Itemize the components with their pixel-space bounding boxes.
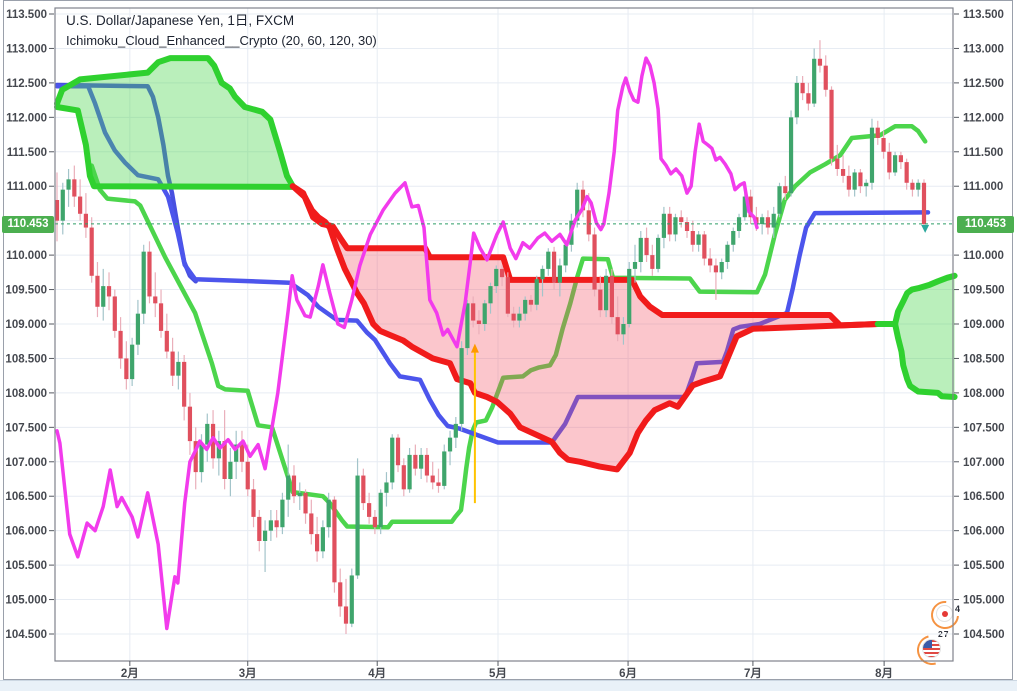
chikou-layer bbox=[55, 56, 759, 631]
y-tick-label-left: 105.000 bbox=[5, 595, 47, 607]
watermark-number: 4 bbox=[955, 604, 961, 614]
chikou-lagging-span bbox=[55, 56, 759, 631]
ichimoku-cloud-edges bbox=[54, 55, 958, 473]
bullish_cloud_past-fill bbox=[57, 58, 293, 187]
last-price-badge-left: 110.453 bbox=[2, 216, 54, 233]
bearish_cloud-fill bbox=[292, 186, 878, 470]
bottom-bar bbox=[0, 680, 1017, 691]
y-tick-label-right: 112.500 bbox=[963, 78, 1004, 90]
x-tick-label: 8月 bbox=[875, 667, 893, 680]
kijun-base-line bbox=[54, 84, 931, 445]
x-tick-label: 7月 bbox=[744, 667, 762, 680]
y-tick-label-left: 107.500 bbox=[5, 422, 47, 434]
y-tick-label-right: 108.000 bbox=[963, 388, 1005, 400]
y-tick-label-left: 104.500 bbox=[5, 629, 47, 641]
y-tick-label-left: 111.500 bbox=[7, 147, 47, 159]
x-tick-label: 3月 bbox=[239, 667, 257, 680]
y-tick-label-right: 104.500 bbox=[963, 629, 1005, 641]
y-tick-label-right: 105.500 bbox=[963, 560, 1005, 572]
y-tick-label-left: 106.000 bbox=[5, 526, 47, 538]
x-tick-label: 6月 bbox=[619, 667, 637, 680]
bullish_cloud_future-fill bbox=[877, 275, 955, 397]
x-tick-label: 4月 bbox=[368, 667, 386, 680]
y-tick-label-left: 113.500 bbox=[6, 9, 47, 21]
bearish_cloud-bottom-edge bbox=[289, 183, 881, 473]
candles[interactable] bbox=[54, 40, 927, 634]
buy-arrow-head bbox=[470, 343, 479, 353]
y-tick-label-right: 113.000 bbox=[963, 43, 1004, 55]
y-tick-label-right: 111.000 bbox=[963, 181, 1003, 193]
y-tick-label-right: 106.000 bbox=[963, 526, 1005, 538]
bullish_cloud_past-bottom-edge bbox=[54, 104, 296, 190]
symbol-title[interactable]: U.S. Dollar/Japanese Yen, 1日, FXCM bbox=[66, 13, 295, 28]
y-tick-label-right: 109.500 bbox=[963, 285, 1005, 297]
bullish_cloud_past-top-edge bbox=[54, 55, 296, 190]
plot-border bbox=[54, 7, 954, 662]
plot-frame bbox=[54, 7, 954, 662]
y-tick-label-left: 109.500 bbox=[5, 285, 47, 297]
bearish_cloud-top-edge bbox=[289, 183, 881, 329]
last-price-badge-right: 110.453 bbox=[957, 216, 1014, 233]
us-flag-icon bbox=[922, 639, 941, 658]
down-arrow-icon bbox=[921, 224, 930, 233]
y-tick-label-right: 105.000 bbox=[963, 595, 1005, 607]
y-tick-label-right: 113.500 bbox=[963, 9, 1004, 21]
x-tick-label: 2月 bbox=[121, 667, 139, 680]
ichimoku-cloud-fills bbox=[57, 58, 955, 470]
y-tick-label-left: 112.500 bbox=[6, 78, 47, 90]
bullish_cloud_future-bottom-edge bbox=[874, 321, 958, 400]
y-tick-label-left: 105.500 bbox=[5, 560, 47, 572]
y-tick-label-left: 108.500 bbox=[5, 353, 47, 365]
y-tick-label-right: 111.500 bbox=[963, 147, 1003, 159]
y-tick-label-left: 113.000 bbox=[6, 43, 47, 55]
y-tick-label-left: 111.000 bbox=[7, 181, 47, 193]
y-tick-label-left: 107.000 bbox=[5, 457, 47, 469]
y-tick-label-right: 112.000 bbox=[963, 112, 1004, 124]
y-tick-label-left: 110.000 bbox=[6, 250, 47, 262]
chart-legend: U.S. Dollar/Japanese Yen, 1日, FXCM Ichim… bbox=[66, 11, 377, 50]
bullish_cloud_future-top-edge bbox=[874, 272, 958, 327]
axes[interactable]: 113.500 113.500 113.000 113.000 112.500 112.5… bbox=[5, 9, 1004, 680]
y-tick-label-left: 106.500 bbox=[5, 491, 47, 503]
signal-markers bbox=[470, 224, 930, 504]
y-tick-label-right: 109.000 bbox=[963, 319, 1005, 331]
y-tick-label-right: 107.000 bbox=[963, 457, 1005, 469]
y-tick-label-right: 106.500 bbox=[963, 491, 1005, 503]
indicator-title[interactable]: Ichimoku_Cloud_Enhanced__Crypto (20, 60,… bbox=[66, 33, 377, 48]
y-tick-label-right: 108.500 bbox=[963, 353, 1005, 365]
y-tick-label-right: 107.500 bbox=[963, 422, 1005, 434]
y-tick-label-left: 108.000 bbox=[5, 388, 47, 400]
y-tick-label-right: 110.000 bbox=[963, 250, 1004, 262]
x-tick-label: 5月 bbox=[489, 667, 507, 680]
y-tick-label-left: 109.000 bbox=[5, 319, 47, 331]
y-tick-label-left: 112.000 bbox=[6, 112, 47, 124]
